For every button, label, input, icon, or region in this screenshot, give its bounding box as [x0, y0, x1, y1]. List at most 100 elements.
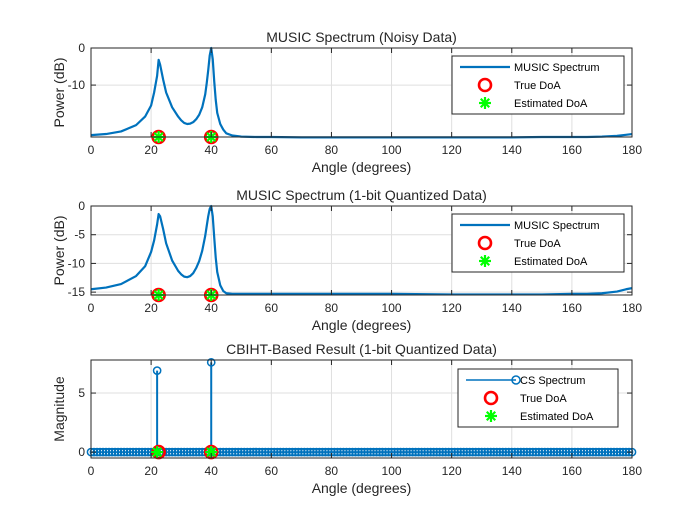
stem-marker [170, 447, 180, 457]
x-tick-label: 180 [622, 301, 642, 315]
stem-marker [399, 447, 408, 457]
stem-marker [173, 447, 183, 457]
stem-marker [282, 447, 291, 457]
stem-marker [309, 447, 318, 457]
stem-marker [396, 447, 405, 457]
legend-entry-label: Estimated DoA [514, 256, 588, 268]
legend-swatch-true-doa [483, 390, 499, 406]
x-tick-label: 160 [562, 464, 582, 478]
stem-marker [519, 447, 529, 457]
x-tick-label: 0 [88, 301, 95, 315]
stem-marker [513, 447, 523, 457]
x-tick-label: 0 [88, 143, 95, 157]
x-tick-label: 20 [144, 464, 158, 478]
legend-entry-label: Estimated DoA [514, 98, 588, 110]
stem-marker [300, 447, 309, 457]
stem-marker [543, 447, 553, 457]
stem-marker [360, 447, 369, 457]
stem-marker [537, 447, 547, 457]
stem-marker [375, 447, 384, 457]
stem-marker [140, 447, 150, 457]
stem-marker [552, 447, 562, 457]
stem-marker [588, 447, 598, 457]
stem-marker [107, 447, 117, 457]
stem-marker [363, 447, 372, 457]
x-tick-label: 180 [622, 143, 642, 157]
stem-marker [230, 447, 240, 457]
y-tick-label: -10 [68, 256, 86, 270]
stem-marker [579, 447, 589, 457]
stem-marker [257, 447, 267, 457]
stem-marker [534, 447, 544, 457]
stem-marker [414, 447, 423, 457]
stem-marker [477, 447, 487, 457]
stem-marker [110, 447, 120, 457]
subplot-2: 0 20 40 60 80 100 120 140 160 180 -15 -10 -5 0 MUSIC S… [51, 187, 642, 333]
stem-marker [221, 447, 231, 457]
stem-marker [179, 447, 189, 457]
stem-marker [624, 447, 634, 457]
x-tick-label: 160 [562, 143, 582, 157]
stem-marker [351, 447, 360, 457]
stem-marker [101, 447, 111, 457]
stem-marker [438, 447, 447, 457]
stem-marker [498, 447, 508, 457]
x-tick-label: 60 [265, 143, 279, 157]
y-tick-label: -10 [68, 78, 86, 92]
x-tick-label: 140 [502, 464, 522, 478]
stem-marker [236, 447, 246, 457]
stem-marker [372, 447, 381, 457]
stem-marker [402, 447, 411, 457]
stem-marker [116, 447, 126, 457]
stem-marker [279, 447, 288, 457]
stem-marker [522, 447, 532, 457]
stem-marker [245, 447, 255, 457]
legend-entry-label: True DoA [514, 238, 561, 250]
stem-marker [354, 447, 363, 457]
tick-labels: 0 20 40 60 80 100 120 140 160 180 -15 -10 -5 0 [68, 199, 643, 315]
stem-marker [285, 447, 294, 457]
axes-frame [90, 359, 633, 459]
stem-marker [501, 447, 511, 457]
stem-marker [272, 447, 282, 457]
y-tick-label: -15 [68, 285, 86, 299]
stem-marker [113, 447, 123, 457]
x-tick-label: 80 [325, 143, 339, 157]
stem-marker [119, 447, 129, 457]
stem-marker [254, 447, 264, 457]
legend-swatch-true-doa [477, 235, 493, 251]
x-tick-label: 160 [562, 301, 582, 315]
stem-marker [432, 447, 441, 457]
stem-marker [248, 447, 258, 457]
stem-marker [384, 447, 393, 457]
stem-marker [606, 447, 616, 457]
legend-swatch-estimated-doa [479, 97, 491, 109]
stem-marker [393, 447, 402, 457]
stem-marker [585, 447, 595, 457]
x-tick-label: 40 [205, 301, 219, 315]
series-stem-cs-spectrum [86, 358, 637, 457]
stem-marker [339, 447, 348, 457]
stem-marker [318, 447, 327, 457]
chart-title: CBIHT-Based Result (1-bit Quantized Data… [226, 341, 497, 357]
stem-marker [573, 447, 583, 457]
y-axis-label: Power (dB) [51, 215, 67, 285]
stem-marker [333, 447, 342, 457]
stem-marker [615, 447, 625, 457]
stem-marker [504, 447, 514, 457]
legend-swatch-estimated-doa [479, 255, 491, 267]
legend-entry-label: Estimated DoA [520, 411, 594, 423]
stem-marker [137, 447, 147, 457]
legend: MUSIC Spectrum True DoA Estimated DoA [451, 213, 625, 273]
subplot-3: 0 20 40 60 80 100 120 140 160 180 0 5 CBIHT-Based Re… [51, 341, 642, 496]
stem-marker [495, 447, 505, 457]
stem-marker [531, 447, 541, 457]
stem-marker [182, 447, 192, 457]
stem-marker [471, 447, 481, 457]
stem-marker [558, 447, 568, 457]
stem-marker [561, 447, 571, 457]
tick-labels: 0 20 40 60 80 100 120 140 160 180 -10 0 [68, 41, 643, 157]
stem-marker [381, 447, 390, 457]
stem-marker [342, 447, 351, 457]
